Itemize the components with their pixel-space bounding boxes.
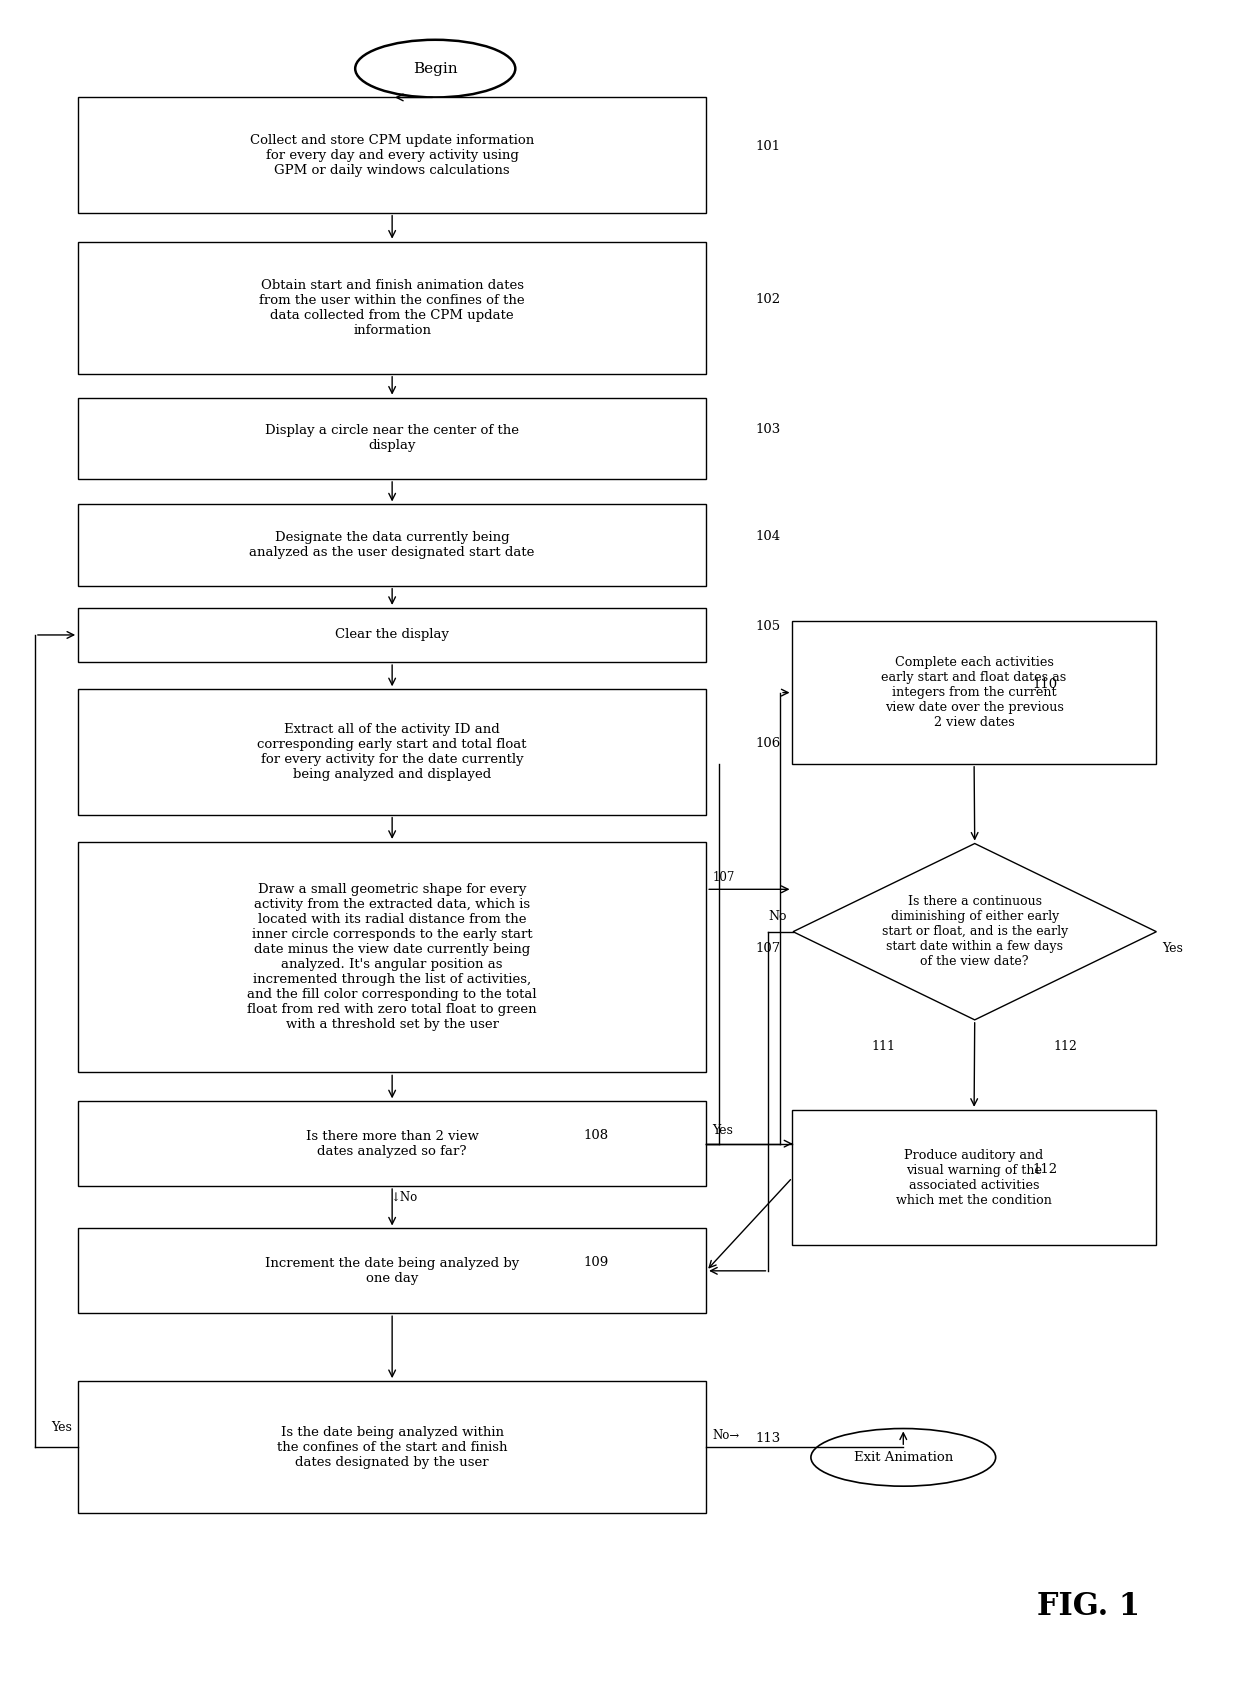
Text: Yes: Yes <box>51 1421 72 1433</box>
Text: Clear the display: Clear the display <box>335 629 449 641</box>
FancyBboxPatch shape <box>78 1229 707 1314</box>
FancyBboxPatch shape <box>792 1109 1156 1246</box>
Text: 104: 104 <box>755 530 781 544</box>
Text: 108: 108 <box>583 1128 608 1142</box>
Text: Extract all of the activity ID and
corresponding early start and total float
for: Extract all of the activity ID and corre… <box>258 722 527 780</box>
Text: Obtain start and finish animation dates
from the user within the confines of the: Obtain start and finish animation dates … <box>259 279 525 337</box>
Text: 110: 110 <box>1033 678 1058 690</box>
Text: Increment the date being analyzed by
one day: Increment the date being analyzed by one… <box>265 1258 520 1285</box>
Text: Draw a small geometric shape for every
activity from the extracted data, which i: Draw a small geometric shape for every a… <box>247 883 537 1031</box>
FancyBboxPatch shape <box>78 688 707 815</box>
Text: Display a circle near the center of the
display: Display a circle near the center of the … <box>265 424 520 452</box>
Text: 101: 101 <box>755 140 781 153</box>
Text: Is there more than 2 view
dates analyzed so far?: Is there more than 2 view dates analyzed… <box>306 1130 479 1157</box>
Ellipse shape <box>811 1428 996 1486</box>
Text: 107: 107 <box>755 942 781 956</box>
FancyBboxPatch shape <box>78 842 707 1072</box>
Text: 112: 112 <box>1054 1039 1078 1053</box>
Text: 102: 102 <box>755 293 781 305</box>
Text: Yes: Yes <box>712 1125 733 1137</box>
FancyBboxPatch shape <box>78 1380 707 1513</box>
FancyBboxPatch shape <box>78 397 707 479</box>
Text: Produce auditory and
visual warning of the
associated activities
which met the c: Produce auditory and visual warning of t… <box>897 1148 1052 1206</box>
FancyBboxPatch shape <box>78 1101 707 1186</box>
Text: Exit Animation: Exit Animation <box>853 1450 952 1464</box>
Text: 105: 105 <box>755 620 781 632</box>
Text: No→: No→ <box>712 1430 739 1442</box>
Text: 113: 113 <box>755 1431 781 1445</box>
Ellipse shape <box>355 39 516 97</box>
FancyBboxPatch shape <box>78 97 707 213</box>
Text: Is there a continuous
diminishing of either early
start or float, and is the ear: Is there a continuous diminishing of eit… <box>882 895 1068 968</box>
Polygon shape <box>794 843 1157 1021</box>
FancyBboxPatch shape <box>78 504 707 586</box>
Text: Complete each activities
early start and float dates as
integers from the curren: Complete each activities early start and… <box>882 656 1066 729</box>
Text: Begin: Begin <box>413 61 458 75</box>
FancyBboxPatch shape <box>792 622 1156 763</box>
Text: 103: 103 <box>755 423 781 436</box>
Text: 112: 112 <box>1033 1162 1058 1176</box>
Text: Is the date being analyzed within
the confines of the start and finish
dates des: Is the date being analyzed within the co… <box>277 1426 507 1469</box>
FancyBboxPatch shape <box>78 242 707 373</box>
Text: Collect and store CPM update information
for every day and every activity using
: Collect and store CPM update information… <box>250 133 534 177</box>
FancyBboxPatch shape <box>78 608 707 663</box>
Text: ↓No: ↓No <box>391 1191 418 1205</box>
Text: Designate the data currently being
analyzed as the user designated start date: Designate the data currently being analy… <box>249 532 534 559</box>
Text: 106: 106 <box>755 736 781 750</box>
Text: 109: 109 <box>583 1256 609 1269</box>
Text: Yes: Yes <box>1163 942 1183 956</box>
Text: No: No <box>769 910 787 924</box>
Text: FIG. 1: FIG. 1 <box>1037 1592 1140 1622</box>
Text: 111: 111 <box>872 1039 895 1053</box>
Text: 107: 107 <box>712 871 735 884</box>
